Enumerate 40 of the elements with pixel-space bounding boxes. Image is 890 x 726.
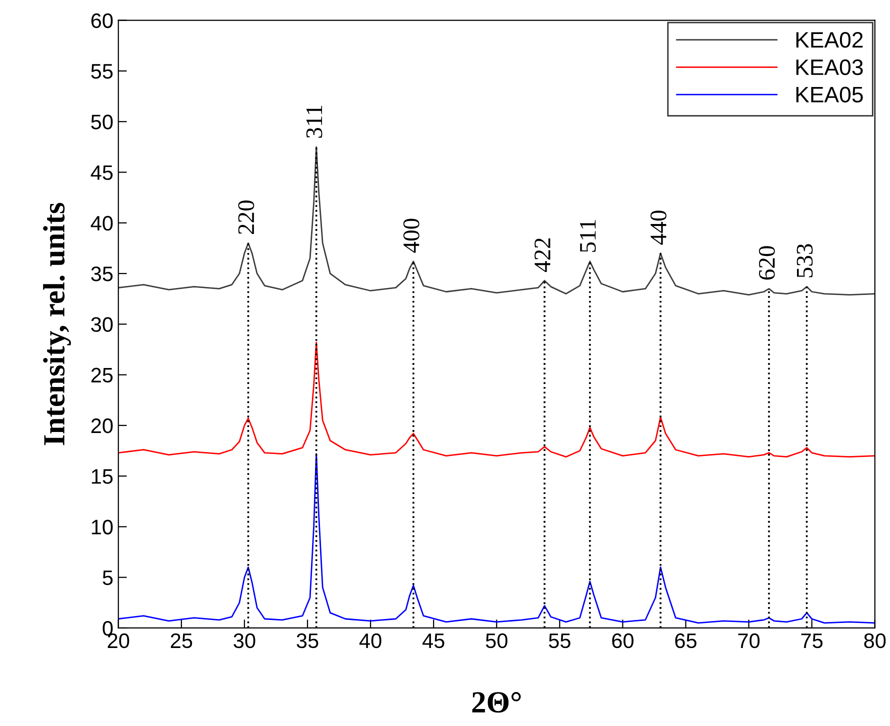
annotation: 440 [650, 210, 666, 245]
annotation: 422 [534, 238, 550, 272]
x-tick-label: 25 [170, 633, 192, 648]
y-tick-label: 30 [91, 317, 113, 332]
y-tick-label: 45 [90, 165, 113, 180]
x-tick-label: 35 [296, 633, 318, 648]
legend-label: KEA02 [796, 32, 863, 48]
line-series [118, 453, 875, 624]
line-series [118, 146, 875, 296]
y-tick-label: 5 [102, 570, 113, 586]
y-tick-label: 60 [91, 13, 113, 28]
y-tick-label: 15 [92, 469, 113, 484]
y-tick-label: 50 [91, 114, 113, 130]
x-tick-label: 45 [422, 634, 444, 648]
annotation: 400 [403, 218, 420, 253]
annotation: 533 [796, 244, 813, 278]
x-tick-label: 80 [864, 633, 886, 648]
y-axis-title: Intensity, rel. units [43, 202, 71, 446]
legend-label: KEA03 [796, 59, 863, 76]
annotation: 620 [758, 246, 775, 280]
x-axis-title: 2Θ° [472, 692, 521, 713]
x-tick-label: 60 [612, 633, 634, 648]
y-tick-label: 10 [92, 520, 113, 534]
annotation: 511 [580, 220, 596, 252]
y-tick-label: 40 [90, 216, 113, 231]
x-tick-label: 30 [234, 633, 256, 648]
annotation: 311 [306, 106, 322, 138]
line-series [118, 342, 875, 458]
x-tick-label: 50 [486, 633, 508, 648]
x-tick-label: 65 [675, 633, 696, 648]
y-tick-label: 20 [91, 418, 113, 434]
x-tick-label: 75 [801, 634, 823, 648]
y-tick-label: 25 [91, 368, 113, 383]
y-tick-label: 35 [91, 266, 113, 282]
legend-label: KEA05 [796, 86, 863, 103]
x-tick-label: 40 [359, 633, 382, 648]
x-tick-label: 55 [548, 634, 570, 648]
y-tick-label: 55 [91, 64, 113, 79]
annotation: 220 [238, 200, 254, 234]
x-tick-label: 70 [738, 633, 760, 648]
